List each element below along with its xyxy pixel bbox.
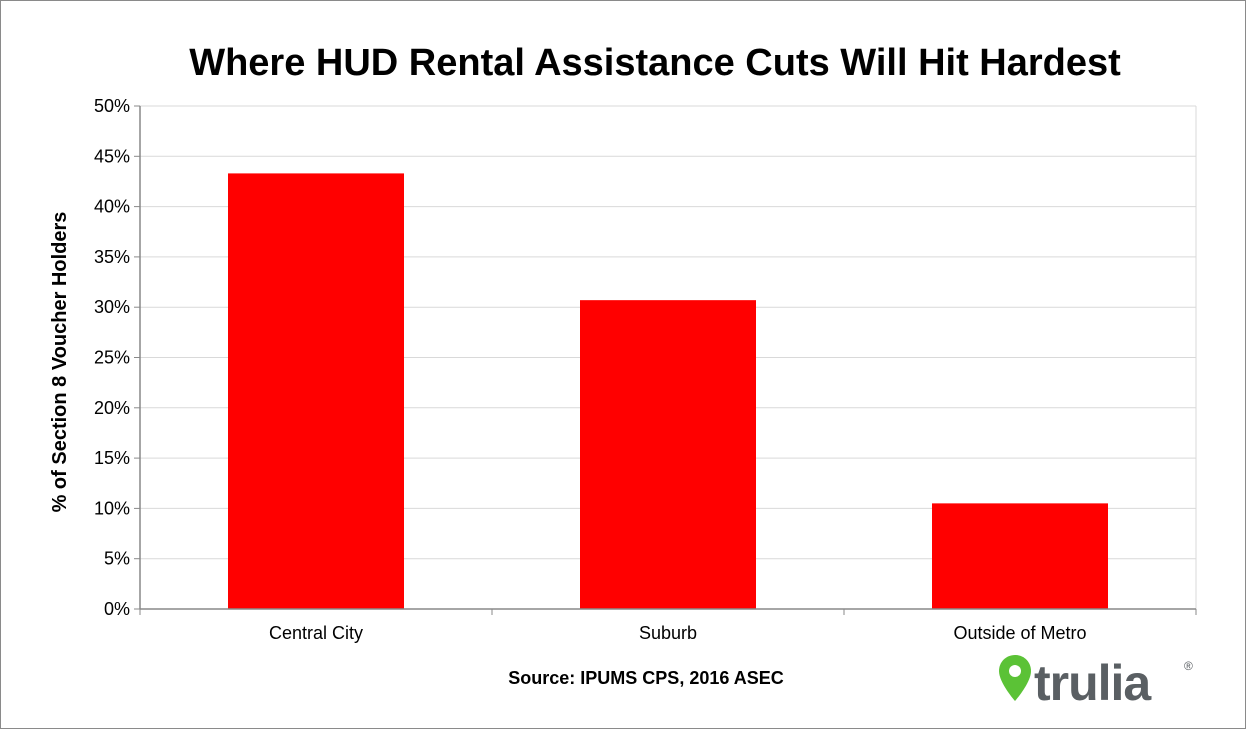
y-tick-label: 20% xyxy=(94,398,130,418)
y-tick-label: 0% xyxy=(104,599,130,619)
y-tick-label: 40% xyxy=(94,197,130,217)
y-tick-label: 5% xyxy=(104,549,130,569)
x-tick-label: Outside of Metro xyxy=(953,623,1086,643)
chart-title: Where HUD Rental Assistance Cuts Will Hi… xyxy=(189,42,1121,84)
x-tick-labels: Central City Suburb Outside of Metro xyxy=(269,623,1087,643)
bar-central-city xyxy=(228,173,404,610)
registered-mark: ® xyxy=(1184,659,1193,673)
y-tick-label: 50% xyxy=(94,96,130,116)
source-note: Source: IPUMS CPS, 2016 ASEC xyxy=(508,668,783,688)
bars xyxy=(228,173,1108,610)
y-tick-label: 30% xyxy=(94,297,130,317)
x-tick-label: Suburb xyxy=(639,623,697,643)
y-tick-label: 45% xyxy=(94,146,130,166)
location-pin-icon xyxy=(999,655,1031,701)
y-tick-label: 10% xyxy=(94,498,130,518)
bar-outside-of-metro xyxy=(932,503,1108,609)
trulia-logo: trulia ® xyxy=(999,655,1193,711)
logo-wordmark: trulia xyxy=(1034,655,1152,711)
y-tick-label: 25% xyxy=(94,348,130,368)
bar-suburb xyxy=(580,300,756,609)
y-tick-labels: 0% 5% 10% 15% 20% 25% 30% 35% 40% 45% 50% xyxy=(94,96,130,619)
x-tick-label: Central City xyxy=(269,623,363,643)
y-axis-label: % of Section 8 Voucher Holders xyxy=(49,212,71,513)
y-tick-label: 35% xyxy=(94,247,130,267)
y-tick-label: 15% xyxy=(94,448,130,468)
axes xyxy=(134,105,1197,615)
